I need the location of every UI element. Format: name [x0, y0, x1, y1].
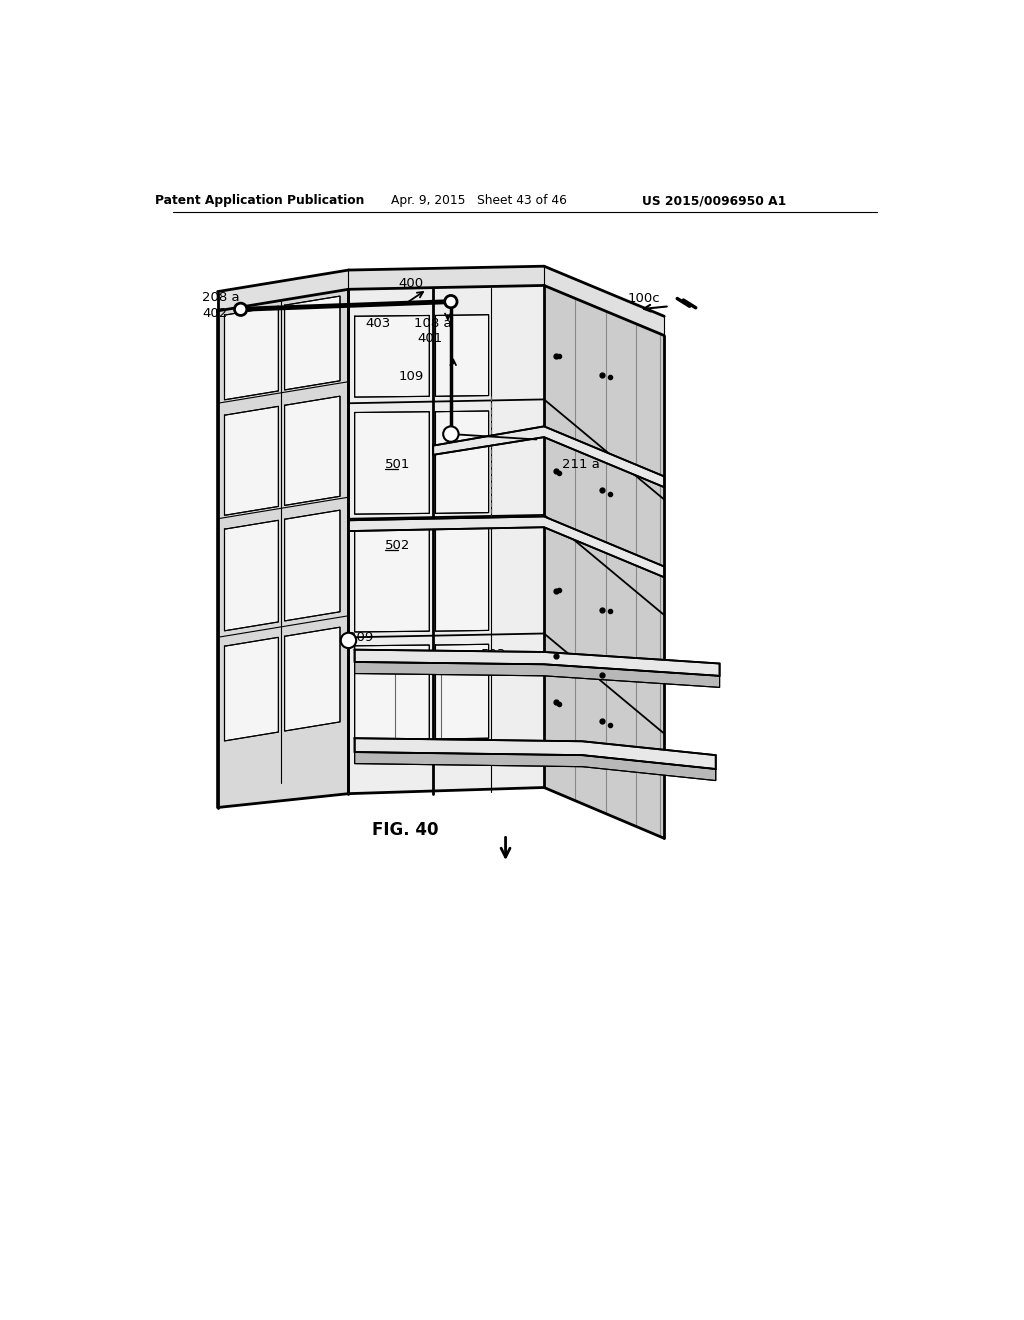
Text: 109: 109 [398, 370, 424, 383]
Text: 400: 400 [398, 277, 424, 290]
Text: 211 a: 211 a [562, 458, 600, 471]
Polygon shape [354, 738, 716, 770]
Polygon shape [224, 638, 279, 741]
Polygon shape [544, 285, 665, 838]
Text: 402: 402 [202, 308, 227, 321]
Polygon shape [224, 306, 279, 400]
Polygon shape [224, 407, 279, 515]
Circle shape [341, 632, 356, 648]
Polygon shape [224, 520, 279, 631]
Text: 209: 209 [348, 631, 374, 644]
Polygon shape [285, 396, 340, 506]
Text: 108 a: 108 a [414, 317, 452, 330]
Polygon shape [354, 663, 720, 688]
Text: 501: 501 [385, 458, 410, 471]
Text: Patent Application Publication: Patent Application Publication [156, 194, 365, 207]
Polygon shape [354, 315, 429, 397]
Polygon shape [354, 412, 429, 515]
Circle shape [443, 426, 459, 442]
Polygon shape [285, 627, 340, 731]
Polygon shape [435, 314, 488, 396]
Polygon shape [435, 411, 488, 513]
Text: 208 a: 208 a [202, 292, 240, 305]
Polygon shape [285, 510, 340, 620]
Polygon shape [354, 649, 720, 676]
Text: 504: 504 [462, 739, 486, 751]
Text: FIG. 40: FIG. 40 [372, 821, 438, 838]
Polygon shape [354, 645, 429, 739]
Text: 502: 502 [385, 539, 410, 552]
Polygon shape [433, 426, 665, 487]
Polygon shape [435, 644, 488, 739]
Circle shape [444, 296, 457, 308]
Polygon shape [348, 516, 665, 577]
Text: Apr. 9, 2015   Sheet 43 of 46: Apr. 9, 2015 Sheet 43 of 46 [391, 194, 566, 207]
Text: 503: 503 [481, 648, 506, 661]
Polygon shape [217, 267, 665, 335]
Circle shape [234, 304, 247, 315]
Polygon shape [285, 296, 340, 389]
Polygon shape [354, 752, 716, 780]
Text: 403: 403 [366, 317, 391, 330]
Polygon shape [217, 289, 348, 808]
Polygon shape [435, 527, 488, 631]
Text: 401: 401 [417, 333, 442, 345]
Text: US 2015/0096950 A1: US 2015/0096950 A1 [642, 194, 786, 207]
Polygon shape [354, 527, 429, 632]
Polygon shape [348, 285, 544, 793]
Text: 100c: 100c [628, 292, 659, 305]
